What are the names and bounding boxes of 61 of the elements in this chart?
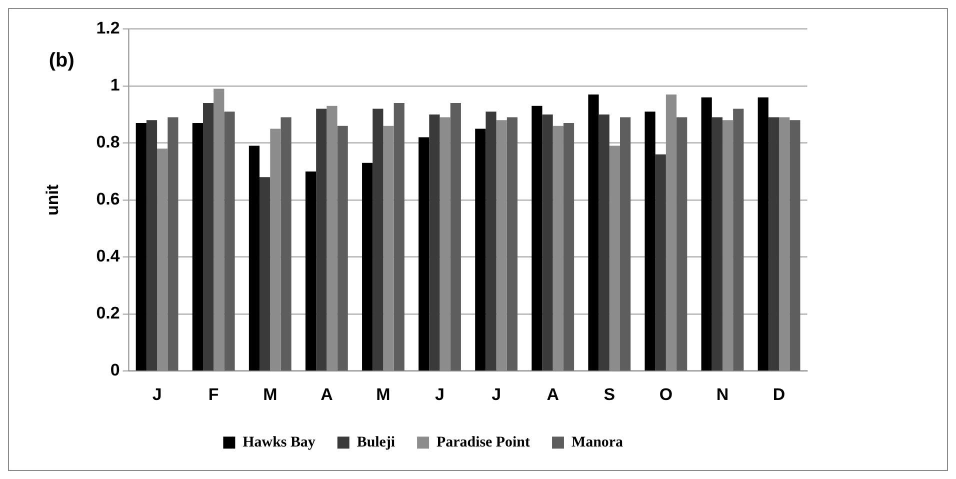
bar [450,103,461,371]
bar [418,137,430,371]
bar [532,106,542,371]
y-tick-label: 1 [110,76,120,95]
bar [337,126,348,371]
bar [316,108,327,371]
bar [733,108,744,371]
x-tick-label: J [152,384,162,404]
bar [588,94,599,371]
x-tick-label: J [435,384,444,404]
bar [372,108,384,371]
x-tick-label: D [772,384,786,404]
bar [362,162,373,371]
bar [620,117,631,371]
bar [563,122,574,371]
x-tick-label: S [604,384,616,404]
bar [475,128,486,371]
bar [506,117,518,371]
legend-label: Hawks Bay [242,434,316,450]
y-axis-title: unit [42,184,62,216]
bar [394,103,404,371]
y-tick-label: 0 [110,360,120,380]
bar [202,103,214,371]
bar [701,97,712,371]
bar [758,97,768,371]
y-tick-label: 0.4 [96,246,120,266]
x-tick-label: M [376,384,390,404]
x-tick-label: A [320,384,333,404]
bar [248,146,260,371]
y-tick-label: 0.6 [96,190,120,209]
x-tick-label: M [263,384,278,404]
bar [429,114,440,371]
bar [280,117,292,371]
bar [192,122,203,371]
bar [260,177,270,371]
x-tick-label: J [492,384,502,404]
legend-label: Manora [571,434,624,450]
text: (b) [48,49,74,72]
bar [644,112,656,371]
y-tick-label: 0.2 [96,304,120,323]
bar [790,120,800,371]
bar [655,154,666,371]
bar [598,114,610,371]
x-tick-label: A [546,384,559,404]
bar [136,122,146,371]
bar [768,117,780,371]
legend-label: Paradise Point [436,434,530,450]
x-tick-label: O [659,384,673,404]
y-tick-label: 0.8 [96,132,120,152]
bar [542,114,553,371]
bar [146,120,158,371]
x-tick-label: F [208,384,219,404]
x-tick-label: N [716,384,729,404]
bar [305,171,316,371]
bar [486,112,496,371]
bar [224,112,235,371]
bar [676,117,688,371]
y-tick-label: 1.2 [96,18,120,38]
legend-label: Buleji [356,434,396,450]
bar [712,117,722,371]
bar [168,117,178,371]
